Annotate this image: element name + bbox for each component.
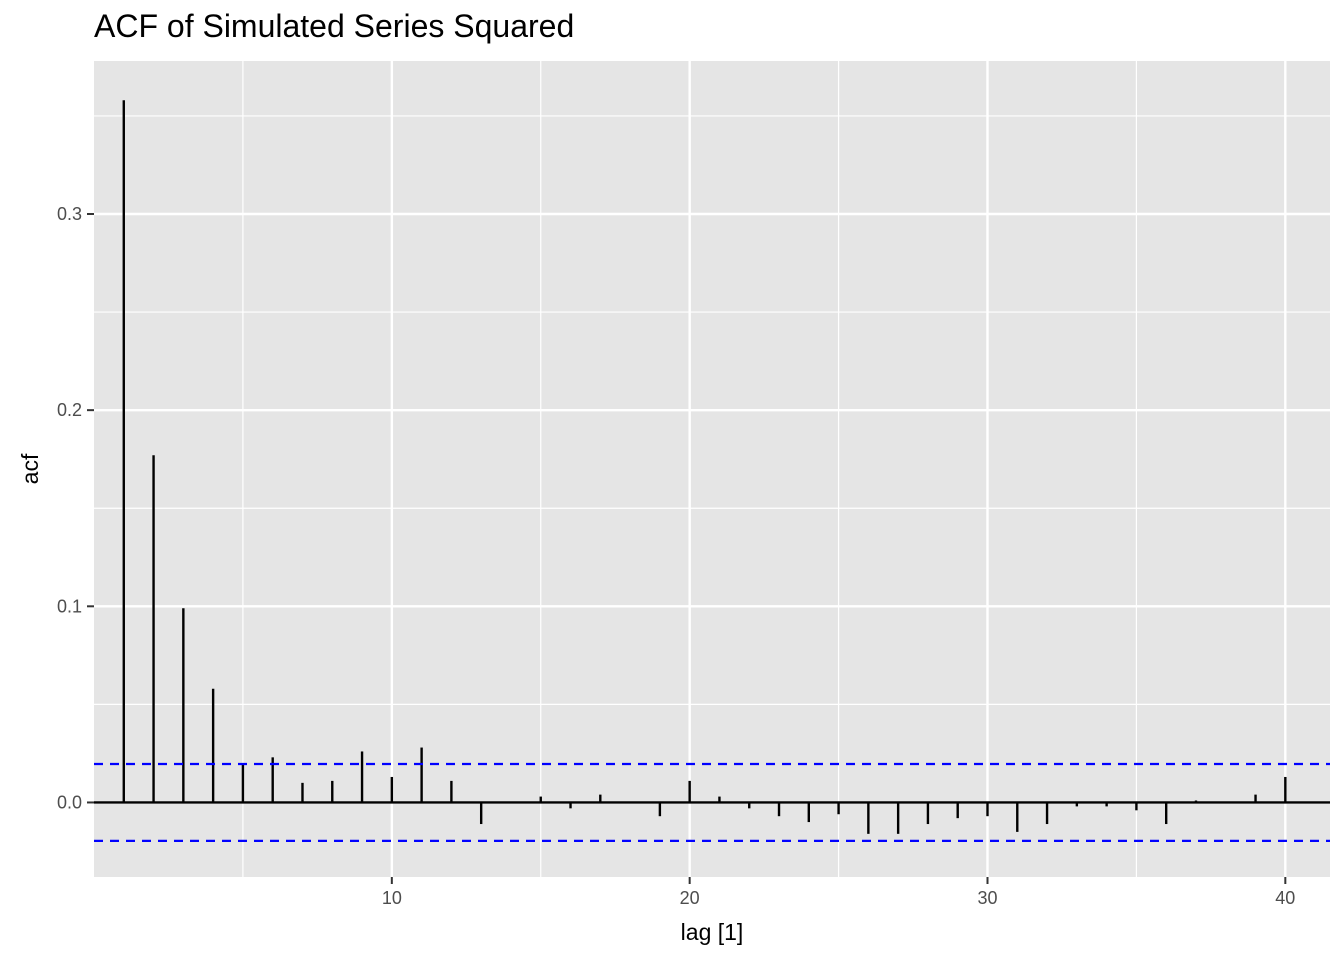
x-tick-label: 40 — [1275, 888, 1295, 908]
y-axis-label: acf — [17, 453, 43, 484]
x-tick-label: 20 — [680, 888, 700, 908]
acf-bars — [122, 100, 1287, 834]
y-tick-label: 0.3 — [57, 204, 82, 224]
y-tick-label: 0.1 — [57, 596, 82, 616]
x-tick-label: 30 — [977, 888, 997, 908]
x-axis-label: lag [1] — [681, 919, 744, 945]
x-tick-label: 10 — [382, 888, 402, 908]
chart-title: ACF of Simulated Series Squared — [94, 8, 575, 44]
y-axis-ticks: 0.0 0.1 0.2 0.3 — [57, 204, 94, 812]
confidence-lines — [94, 762, 1330, 843]
y-tick-label: 0.2 — [57, 400, 82, 420]
y-tick-label: 0.0 — [57, 792, 82, 812]
minor-gridlines — [94, 61, 1330, 877]
x-axis-ticks: 10 20 30 40 — [382, 877, 1295, 908]
major-gridlines — [94, 61, 1330, 877]
plot-panel — [94, 61, 1330, 877]
